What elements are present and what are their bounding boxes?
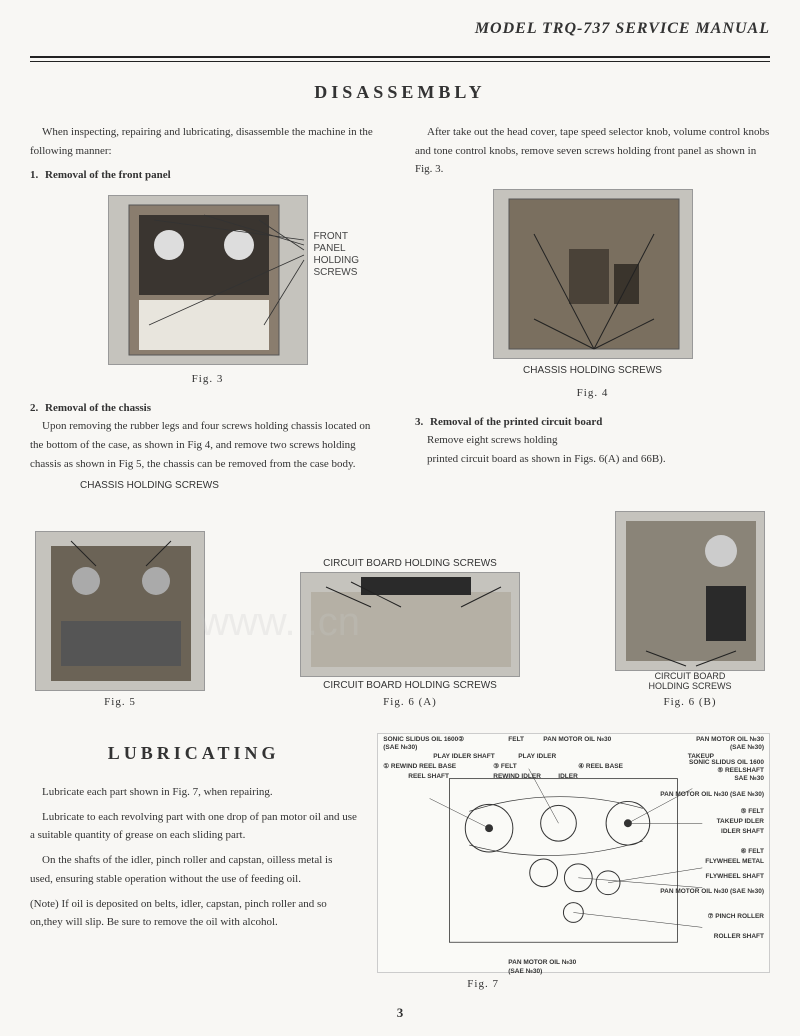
fig5-top-annot: CHASSIS HOLDING SCREWS — [80, 480, 770, 491]
step2-body: Upon removing the rubber legs and four s… — [30, 417, 385, 473]
dl-top1: SONIC SLIDUS OIL 1600② — [383, 737, 464, 744]
dl-b2: (SAE №30) — [508, 969, 542, 976]
fig7-diagram: SONIC SLIDUS OIL 1600② (SAE №30) FELT PA… — [377, 733, 770, 973]
lub-p1: Lubricate each part shown in Fig. 7, whe… — [30, 783, 357, 802]
dl-top3: PAN MOTOR OIL №30 — [543, 737, 611, 744]
dl-top4b: (SAE №30) — [730, 745, 764, 752]
step2-heading: Removal of the chassis — [45, 402, 151, 414]
step1-heading: Removal of the front panel — [45, 169, 171, 181]
fig6a-bottom-annot: CIRCUIT BOARD HOLDING SCREWS — [323, 680, 497, 691]
fig4-caption: Fig. 4 — [577, 384, 609, 403]
fig4-svg — [494, 189, 692, 359]
fig4-annot: CHASSIS HOLDING SCREWS — [523, 362, 662, 379]
fig5-caption: Fig. 5 — [104, 696, 136, 708]
header-rule-thin — [30, 61, 770, 62]
lub-p2: Lubricate to each revolving part with on… — [30, 808, 357, 845]
fig3-annot: FRONT PANEL HOLDING SCREWS — [314, 231, 360, 279]
step1-title: 1. Removal of the front panel — [30, 166, 385, 185]
figs-5-6-row: Fig. 5 CIRCUIT BOARD HOLDING SCREWS CIRC… — [30, 501, 770, 718]
dl-l4: ① REWIND REEL BASE — [383, 764, 456, 771]
fig7-block: SONIC SLIDUS OIL 1600② (SAE №30) FELT PA… — [377, 733, 770, 990]
step3-title: 3. Removal of the printed circuit board — [415, 413, 770, 432]
dl-l7: SONIC SLIDUS OIL 1600 — [689, 760, 764, 767]
lubricating-heading: LUBRICATING — [30, 738, 357, 769]
intro-left-col: When inspecting, repairing and lubricati… — [30, 123, 385, 480]
fig4-block: CHASSIS HOLDING SCREWS Fig. 4 — [415, 189, 770, 403]
lubricating-section: LUBRICATING Lubricate each part shown in… — [30, 733, 770, 990]
dl-r3: TAKEUP IDLER — [717, 819, 764, 826]
fig3-block: FRONT PANEL HOLDING SCREWS Fig. 3 — [30, 195, 385, 389]
header-rule-thick — [30, 56, 770, 58]
step3-heading: Removal of the printed circuit board — [430, 416, 602, 428]
fig6b-caption: Fig. 6 (B) — [663, 696, 716, 708]
page-number: 3 — [30, 1005, 770, 1021]
fig6a-top-annot: CIRCUIT BOARD HOLDING SCREWS — [323, 558, 497, 569]
intro-right-col: After take out the head cover, tape spee… — [415, 123, 770, 480]
lub-note: (Note) If oil is deposited on belts, idl… — [30, 895, 357, 932]
dl-l8: ⑤ REELSHAFT — [717, 768, 764, 775]
step3-body2: printed circuit board as shown in Figs. … — [415, 450, 770, 469]
fig3-svg — [109, 195, 307, 365]
dl-r10: ROLLER SHAFT — [714, 934, 764, 941]
intro-columns: When inspecting, repairing and lubricati… — [30, 123, 770, 480]
step2-title: 2. Removal of the chassis — [30, 399, 385, 418]
dl-l1: PLAY IDLER SHAFT — [433, 754, 494, 761]
dl-r2: ⑤ FELT — [741, 809, 764, 816]
dl-r9: ⑦ PINCH ROLLER — [708, 914, 764, 921]
dl-r4: IDLER SHAFT — [721, 829, 764, 836]
dl-l6: ④ REEL BASE — [578, 764, 623, 771]
fig5-block: Fig. 5 — [30, 531, 210, 708]
dl-l11: IDLER — [558, 774, 578, 781]
step1-num: 1. — [30, 169, 38, 181]
dl-l10: REWIND IDLER — [493, 774, 541, 781]
step3-num: 3. — [415, 416, 423, 428]
fig7-caption: Fig. 7 — [467, 978, 770, 990]
fig6b-block: CIRCUIT BOARD HOLDING SCREWS Fig. 6 (B) — [610, 511, 770, 708]
fig4-image — [493, 189, 693, 359]
step2-num: 2. — [30, 402, 38, 414]
fig3-image: FRONT PANEL HOLDING SCREWS — [108, 195, 308, 365]
step1-cont: After take out the head cover, tape spee… — [415, 123, 770, 179]
dl-top2: FELT — [508, 737, 524, 744]
disassembly-heading: DISASSEMBLY — [30, 82, 770, 103]
dl-l9: REEL SHAFT — [408, 774, 449, 781]
dl-l2: PLAY IDLER — [518, 754, 556, 761]
fig6a-image — [300, 572, 520, 677]
dl-r8: PAN MOTOR OIL №30 (SAE №30) — [660, 889, 764, 896]
dl-r1: PAN MOTOR OIL №30 (SAE №30) — [660, 792, 764, 799]
dl-b1: PAN MOTOR OIL №30 — [508, 960, 576, 967]
fig6a-block: CIRCUIT BOARD HOLDING SCREWS CIRCUIT BOA… — [225, 558, 595, 708]
dl-top1b: (SAE №30) — [383, 745, 417, 752]
fig6a-caption: Fig. 6 (A) — [383, 696, 437, 708]
step3-body1: Remove eight screws holding — [415, 431, 770, 450]
intro-text: When inspecting, repairing and lubricati… — [30, 123, 385, 160]
dl-l12: SAE №30 — [734, 776, 764, 783]
dl-r7: FLYWHEEL SHAFT — [705, 874, 764, 881]
dl-top4: PAN MOTOR OIL №30 — [696, 737, 764, 744]
fig3-caption: Fig. 3 — [192, 370, 224, 389]
fig5-image — [35, 531, 205, 691]
dl-r6: FLYWHEEL METAL — [705, 859, 764, 866]
fig6b-image — [615, 511, 765, 671]
fig6b-annot: CIRCUIT BOARD HOLDING SCREWS — [648, 671, 731, 691]
lubricating-text: LUBRICATING Lubricate each part shown in… — [30, 733, 357, 990]
page-header: MODEL TRQ-737 SERVICE MANUAL — [30, 20, 770, 46]
dl-r5: ⑥ FELT — [741, 849, 764, 856]
dl-l5: ③ FELT — [493, 764, 516, 771]
lub-p3: On the shafts of the idler, pinch roller… — [30, 851, 357, 888]
